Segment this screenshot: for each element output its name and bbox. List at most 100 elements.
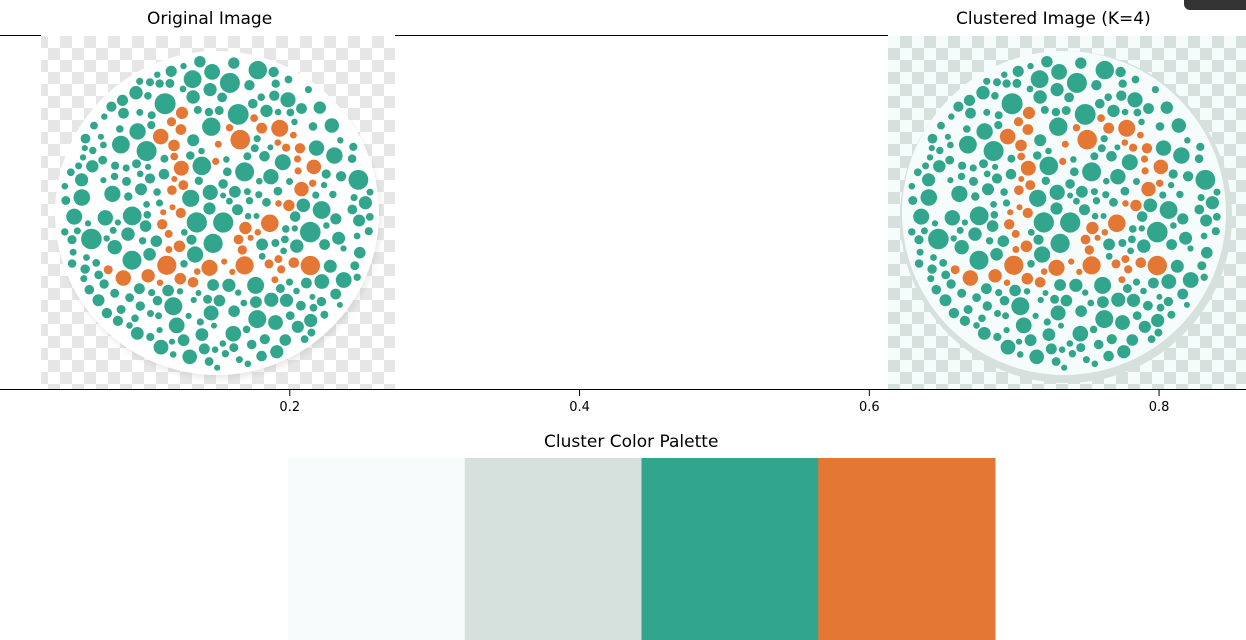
original-dot: [154, 71, 161, 78]
clustered-dot: [1143, 103, 1154, 114]
original-dot: [320, 181, 328, 189]
clustered-dot: [1027, 228, 1035, 236]
clustered-dot: [1011, 297, 1030, 316]
clustered-dot: [1045, 343, 1057, 355]
clustered-dot: [1102, 191, 1110, 199]
original-dot: [243, 188, 251, 196]
clustered-dot: [1022, 124, 1034, 135]
original-dot: [273, 186, 283, 196]
original-dot: [282, 225, 290, 233]
original-dot: [187, 246, 204, 263]
clustered-dot: [1003, 327, 1010, 334]
clustered-dot: [1130, 199, 1142, 212]
original-dot: [202, 117, 221, 136]
clustered-dot: [1115, 66, 1126, 78]
clustered-dot: [1187, 245, 1194, 252]
clustered-dot: [1060, 294, 1073, 307]
clustered-dot: [1182, 171, 1194, 182]
original-dot: [145, 163, 152, 170]
original-dot: [154, 93, 176, 115]
original-dot: [235, 289, 242, 296]
original-dot: [129, 86, 143, 100]
clustered-dot: [914, 235, 924, 245]
original-dot: [353, 232, 361, 240]
clustered-dot: [1117, 345, 1131, 359]
original-dot: [284, 75, 293, 84]
original-dot: [144, 173, 156, 184]
clustered-dot: [1002, 199, 1011, 207]
clustered-dot: [1027, 260, 1035, 268]
clustered-dot: [1147, 335, 1156, 343]
clustered-dot: [1213, 188, 1221, 196]
original-dot: [196, 318, 204, 326]
clustered-dot: [993, 332, 1002, 342]
clustered-dot: [1021, 272, 1034, 285]
clustered-dot: [1163, 296, 1174, 307]
original-dot: [75, 162, 83, 170]
clustered-dot: [1020, 240, 1033, 253]
clustered-dot: [1200, 273, 1208, 281]
clustered-dot: [1133, 178, 1140, 185]
clustered-dot: [976, 123, 993, 140]
original-dot: [146, 332, 155, 342]
original-dot: [358, 196, 372, 210]
original-image: [41, 36, 395, 389]
clustered-dot: [928, 228, 949, 250]
clustered-dot: [939, 294, 952, 307]
clustered-dot: [1066, 72, 1087, 93]
clustered-dot: [1118, 79, 1127, 88]
clustered-dot: [1135, 257, 1147, 269]
original-dot: [81, 145, 88, 152]
clustered-dot: [977, 327, 991, 340]
clustered-dot: [948, 307, 960, 319]
original-dot: [138, 237, 147, 245]
original-dot: [165, 78, 175, 88]
clustered-dot: [1182, 272, 1199, 288]
original-dot: [226, 197, 233, 205]
original-dot: [248, 310, 267, 329]
original-dot: [156, 327, 163, 334]
clustered-dot: [1092, 197, 1101, 205]
original-dot: [131, 314, 139, 323]
original-dot: [244, 360, 252, 368]
clustered-dot: [963, 94, 976, 106]
original-dot: [179, 85, 187, 93]
original-dot: [203, 305, 219, 321]
clustered-dot: [1143, 300, 1153, 311]
original-dot: [144, 92, 152, 100]
clustered-dot: [1069, 167, 1079, 177]
clustered-dot: [1109, 197, 1118, 207]
original-dots: [61, 56, 374, 371]
original-dot: [80, 133, 91, 144]
clustered-dot: [930, 254, 937, 261]
clustered-dot: [991, 92, 999, 100]
clustered-dot: [1160, 101, 1174, 114]
original-dot: [180, 260, 188, 268]
clustered-dots: [908, 56, 1221, 371]
clustered-dot: [1022, 207, 1033, 219]
clustered-dot: [950, 235, 957, 242]
clustered-dot: [986, 220, 999, 232]
original-dot: [279, 334, 292, 346]
clustered-dot: [968, 227, 982, 241]
clustered-dot: [976, 86, 990, 100]
clustered-dot: [1075, 305, 1087, 318]
clustered-dot: [1068, 350, 1077, 358]
clustered-dot: [1170, 222, 1177, 229]
original-dot: [61, 182, 69, 190]
original-dot: [207, 279, 220, 291]
clustered-dot: [983, 141, 1004, 161]
original-dot: [323, 222, 330, 229]
original-dot: [256, 122, 268, 134]
original-dot: [90, 121, 98, 130]
clustered-dot: [1107, 104, 1120, 118]
clustered-dot: [1015, 317, 1032, 334]
clustered-dot: [945, 155, 955, 165]
original-dot: [268, 315, 283, 330]
clustered-dot: [971, 192, 980, 201]
original-dot: [185, 312, 192, 319]
clustered-dot: [1118, 119, 1136, 137]
clustered-dot: [1075, 57, 1087, 69]
clustered-dot: [959, 315, 971, 326]
x-tick-label-2: 0.6: [858, 400, 880, 415]
